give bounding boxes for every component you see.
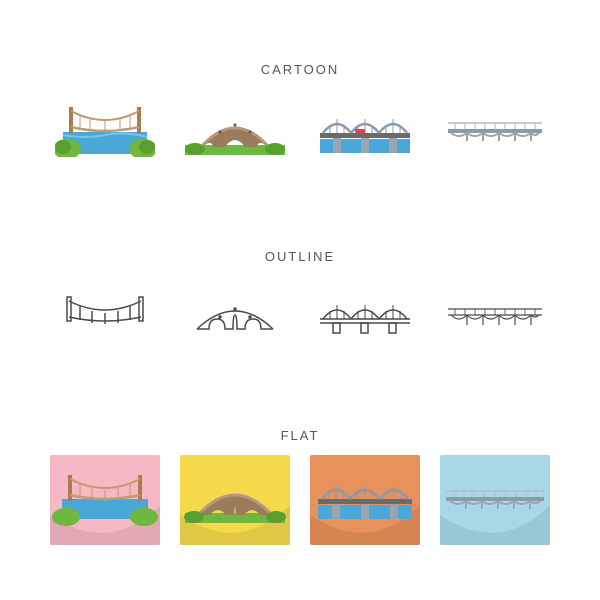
flat-row: [50, 455, 550, 545]
cartoon-title: CARTOON: [261, 62, 340, 77]
outline-row: [50, 276, 550, 351]
outline-section: OUTLINE: [30, 207, 570, 394]
flat-section: FLAT: [30, 393, 570, 580]
outline-title: OUTLINE: [265, 249, 335, 264]
beam-bridge-outline-icon: [440, 276, 550, 351]
stone-arch-bridge-outline-icon: [180, 276, 290, 351]
steel-arch-bridge-cartoon-icon: [310, 89, 420, 164]
rope-bridge-flat-icon: [50, 455, 160, 545]
stone-arch-bridge-cartoon-icon: [180, 89, 290, 164]
rope-bridge-outline-icon: [50, 276, 160, 351]
steel-arch-bridge-outline-icon: [310, 276, 420, 351]
flat-title: FLAT: [281, 428, 320, 443]
beam-bridge-flat-icon: [440, 455, 550, 545]
rope-bridge-cartoon-icon: [50, 89, 160, 164]
steel-arch-bridge-flat-icon: [310, 455, 420, 545]
cartoon-row: [50, 89, 550, 164]
cartoon-section: CARTOON: [30, 20, 570, 207]
beam-bridge-cartoon-icon: [440, 89, 550, 164]
stone-arch-bridge-flat-icon: [180, 455, 290, 545]
